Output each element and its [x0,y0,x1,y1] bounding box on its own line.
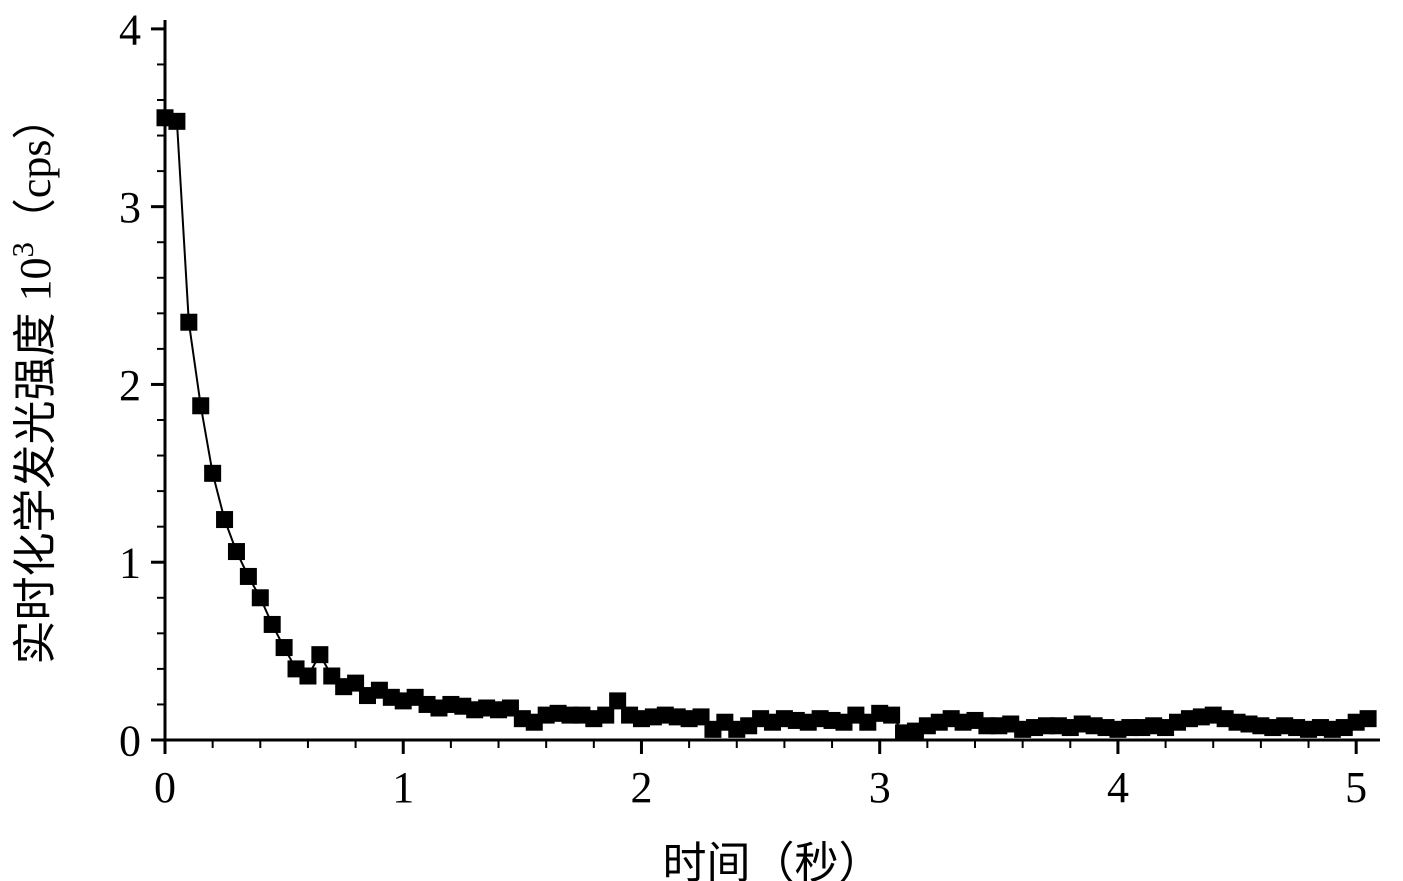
x-tick-label: 5 [1345,763,1367,812]
data-marker [264,616,280,632]
y-tick-label: 0 [119,716,141,765]
data-marker [884,707,900,723]
x-tick-label: 1 [392,763,414,812]
x-tick-label: 2 [630,763,652,812]
data-marker [205,465,221,481]
y-tick-label: 4 [119,5,141,54]
decay-chart: 0 1 2 3 4 5 0 1 2 3 4 时间（秒） 实时化学发光强度 103（cps） [0,0,1403,881]
y-tick-label: 1 [119,539,141,588]
x-tick-label: 0 [154,763,176,812]
data-marker [193,398,209,414]
y-tick-label: 2 [119,361,141,410]
data-marker [598,707,614,723]
x-axis-label: 时间（秒） [663,839,883,881]
x-tick-label: 3 [869,763,891,812]
y-axis-label: 实时化学发光强度 103（cps） [6,95,60,664]
y-tick-label: 3 [119,183,141,232]
data-marker [217,512,233,528]
data-line [165,118,1368,733]
data-marker [1360,711,1376,727]
data-marker [181,314,197,330]
x-tick-label: 4 [1107,763,1129,812]
data-marker [169,113,185,129]
data-marker [610,693,626,709]
data-marker [252,590,268,606]
data-marker [228,544,244,560]
data-marker [300,668,316,684]
data-marker [276,640,292,656]
chart-container: 0 1 2 3 4 5 0 1 2 3 4 时间（秒） 实时化学发光强度 103（cps） [0,0,1403,881]
data-marker [312,647,328,663]
data-marker [240,568,256,584]
